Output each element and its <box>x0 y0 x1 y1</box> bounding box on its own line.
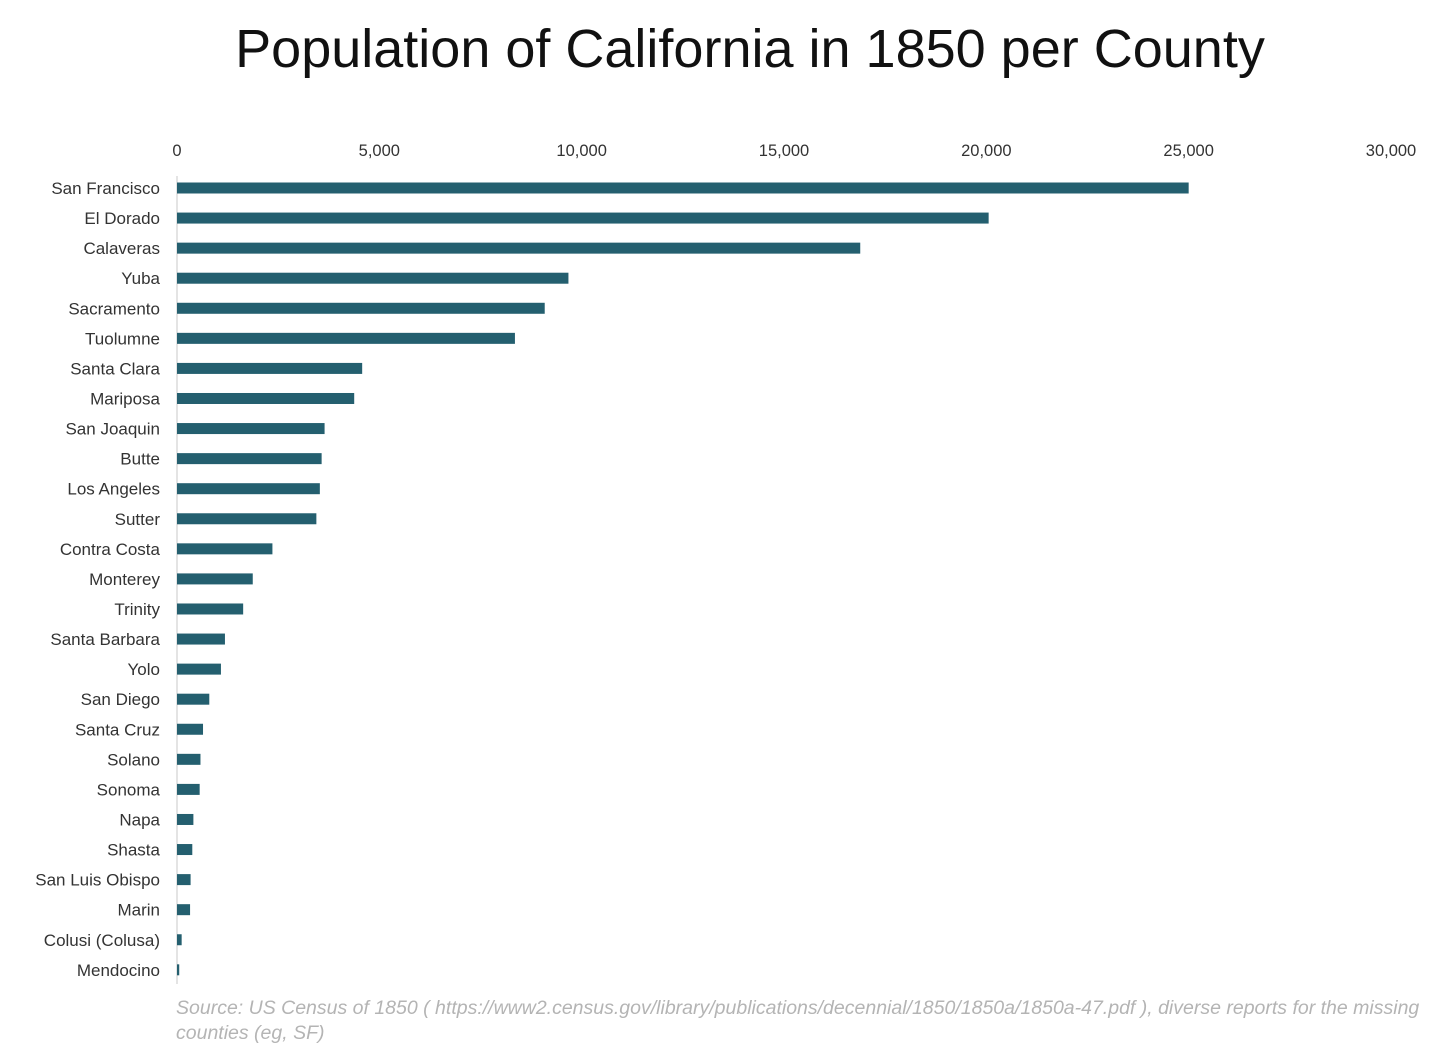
x-tick-label: 25,000 <box>1163 142 1213 160</box>
bars <box>177 182 1189 976</box>
x-tick-label: 30,000 <box>1366 142 1416 160</box>
bar <box>177 392 355 404</box>
bar <box>177 242 861 254</box>
bar <box>177 813 194 825</box>
category-label: El Dorado <box>84 209 160 228</box>
bar <box>177 362 363 374</box>
x-tick-label: 0 <box>172 142 181 160</box>
bar <box>177 182 1189 194</box>
bar <box>177 904 191 916</box>
x-tick-label: 5,000 <box>359 142 400 160</box>
category-label: Yuba <box>121 269 160 288</box>
bar <box>177 543 273 555</box>
bar <box>177 633 225 645</box>
y-axis-labels: San Francisco El Dorado Calaveras Yuba Sacra… <box>35 179 160 980</box>
bar <box>177 332 515 344</box>
category-label: Shasta <box>107 841 160 860</box>
bar <box>177 753 201 765</box>
category-label: Sutter <box>115 510 161 529</box>
bar <box>177 663 221 675</box>
x-tick-label: 20,000 <box>961 142 1011 160</box>
category-label: Yolo <box>128 660 160 679</box>
category-label: Santa Clara <box>70 359 160 378</box>
category-label: Contra Costa <box>60 540 161 559</box>
bar <box>177 212 989 224</box>
x-tick-label: 15,000 <box>759 142 809 160</box>
bar <box>177 934 182 946</box>
x-tick-label: 10,000 <box>556 142 606 160</box>
category-label: Sonoma <box>97 780 161 799</box>
bar <box>177 603 244 615</box>
category-label: Tuolumne <box>85 329 160 348</box>
category-label: Mendocino <box>77 961 160 980</box>
category-label: Calaveras <box>83 239 160 258</box>
category-label: Santa Cruz <box>75 720 160 739</box>
category-label: Butte <box>120 450 160 469</box>
category-label: Trinity <box>114 600 160 619</box>
category-label: Sacramento <box>68 299 160 318</box>
category-label: San Francisco <box>51 179 160 198</box>
category-label: Monterey <box>89 570 160 589</box>
bar <box>177 573 253 585</box>
category-label: Los Angeles <box>67 480 160 499</box>
bar <box>177 302 545 314</box>
source-note: Source: US Census of 1850 ( https://www2… <box>176 997 1420 1044</box>
bar <box>177 844 193 856</box>
bar <box>177 964 180 976</box>
category-label: Mariposa <box>90 389 160 408</box>
bar <box>177 693 210 705</box>
bar <box>177 423 325 435</box>
category-label: Colusi (Colusa) <box>44 931 160 950</box>
bar <box>177 783 200 795</box>
bar <box>177 874 191 886</box>
category-label: San Luis Obispo <box>35 871 160 890</box>
x-axis-ticks: 0 5,000 10,000 15,000 20,000 25,000 30,000 <box>172 142 1416 160</box>
category-label: Marin <box>117 901 160 920</box>
category-label: San Joaquin <box>65 420 160 439</box>
category-label: San Diego <box>81 690 160 709</box>
category-label: Santa Barbara <box>50 630 160 649</box>
category-label: Napa <box>119 810 160 829</box>
bar <box>177 272 569 284</box>
bar <box>177 483 320 495</box>
bar <box>177 453 322 465</box>
chart-title: Population of California in 1850 per Cou… <box>235 19 1265 79</box>
category-label: Solano <box>107 750 160 769</box>
bar <box>177 513 317 525</box>
bar <box>177 723 204 735</box>
